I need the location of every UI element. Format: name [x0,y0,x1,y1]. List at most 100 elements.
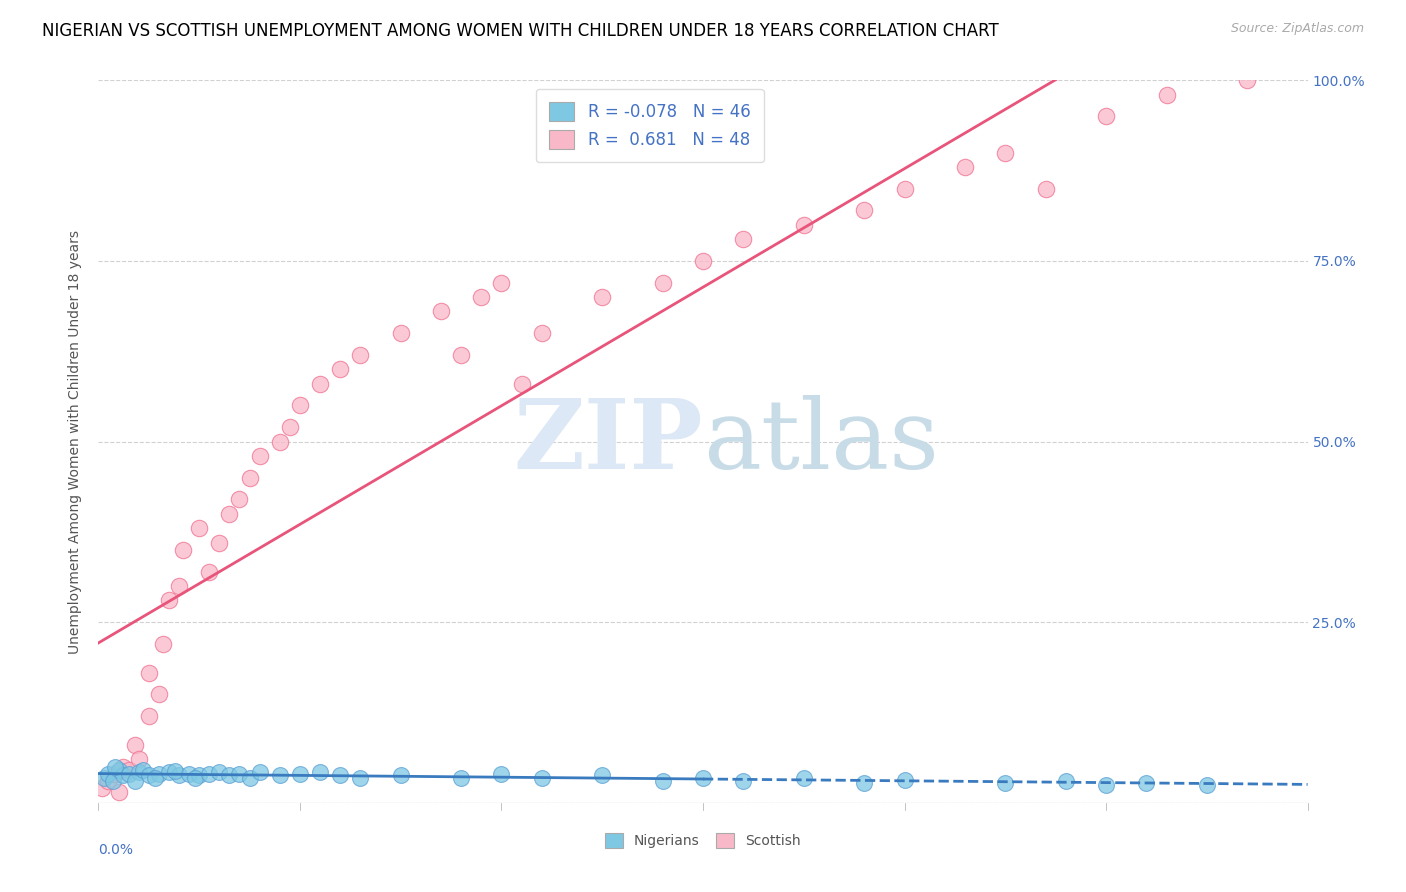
Point [157,765,180,780]
Point [853,203,876,218]
Point [138,665,160,680]
Point [309,376,332,391]
Point [793,218,815,232]
Point [128,752,150,766]
Point [218,507,240,521]
Point [249,765,271,780]
Point [651,774,673,789]
Point [124,738,146,752]
Point [953,160,976,174]
Point [591,768,613,782]
Point [97,774,120,789]
Point [218,768,240,782]
Point [389,768,412,782]
Point [179,767,201,781]
Point [97,767,120,781]
Point [329,768,352,782]
Point [208,535,231,549]
Point [309,765,332,780]
Point [793,771,815,785]
Point [651,276,673,290]
Point [450,348,472,362]
Point [188,768,211,782]
Point [1095,778,1118,792]
Point [389,326,412,340]
Text: 0.0%: 0.0% [98,843,134,856]
Point [111,760,134,774]
Point [288,767,311,781]
Point [510,376,533,391]
Point [101,774,124,789]
Point [91,781,114,796]
Point [733,774,755,789]
Point [1135,775,1157,789]
Point [853,775,876,789]
Point [239,470,262,484]
Point [1054,774,1077,789]
Point [530,326,553,340]
Point [893,182,915,196]
Point [249,449,271,463]
Point [143,771,166,785]
Point [188,521,211,535]
Point [329,362,352,376]
Point [470,290,492,304]
Point [893,772,915,787]
Point [692,771,714,785]
Point [430,304,453,318]
Point [269,434,291,449]
Point [124,774,146,789]
Point [228,767,250,781]
Point [1035,182,1057,196]
Point [152,637,174,651]
Point [450,771,472,785]
Point [269,768,291,782]
Point [491,767,513,781]
Point [118,767,141,781]
Point [172,542,194,557]
Point [1195,778,1218,792]
Point [103,760,125,774]
Point [138,768,160,782]
Point [1156,87,1178,102]
Point [107,764,129,778]
Text: atlas: atlas [703,394,939,489]
Point [349,771,371,785]
Y-axis label: Unemployment Among Women with Children Under 18 years: Unemployment Among Women with Children U… [69,229,83,654]
Point [167,768,190,782]
Point [138,709,160,723]
Point [239,771,262,785]
Point [591,290,613,304]
Point [491,276,513,290]
Point [692,253,714,268]
Point [530,771,553,785]
Text: ZIP: ZIP [513,394,703,489]
Point [278,420,301,434]
Point [148,687,170,701]
Point [157,593,180,607]
Point [107,785,129,799]
Point [198,565,221,579]
Point [349,348,371,362]
Point [93,771,115,785]
Point [1236,73,1258,87]
Point [228,492,250,507]
Point [208,765,231,780]
Point [163,764,186,778]
Point [148,767,170,781]
Legend: Nigerians, Scottish: Nigerians, Scottish [599,827,807,854]
Point [198,767,221,781]
Text: NIGERIAN VS SCOTTISH UNEMPLOYMENT AMONG WOMEN WITH CHILDREN UNDER 18 YEARS CORRE: NIGERIAN VS SCOTTISH UNEMPLOYMENT AMONG … [42,22,998,40]
Text: Source: ZipAtlas.com: Source: ZipAtlas.com [1230,22,1364,36]
Point [733,232,755,246]
Point [994,775,1017,789]
Point [994,145,1017,160]
Point [128,765,150,780]
Point [1095,110,1118,124]
Point [132,764,155,778]
Point [103,767,125,781]
Point [167,579,190,593]
Point [118,764,141,778]
Point [184,771,207,785]
Point [111,768,134,782]
